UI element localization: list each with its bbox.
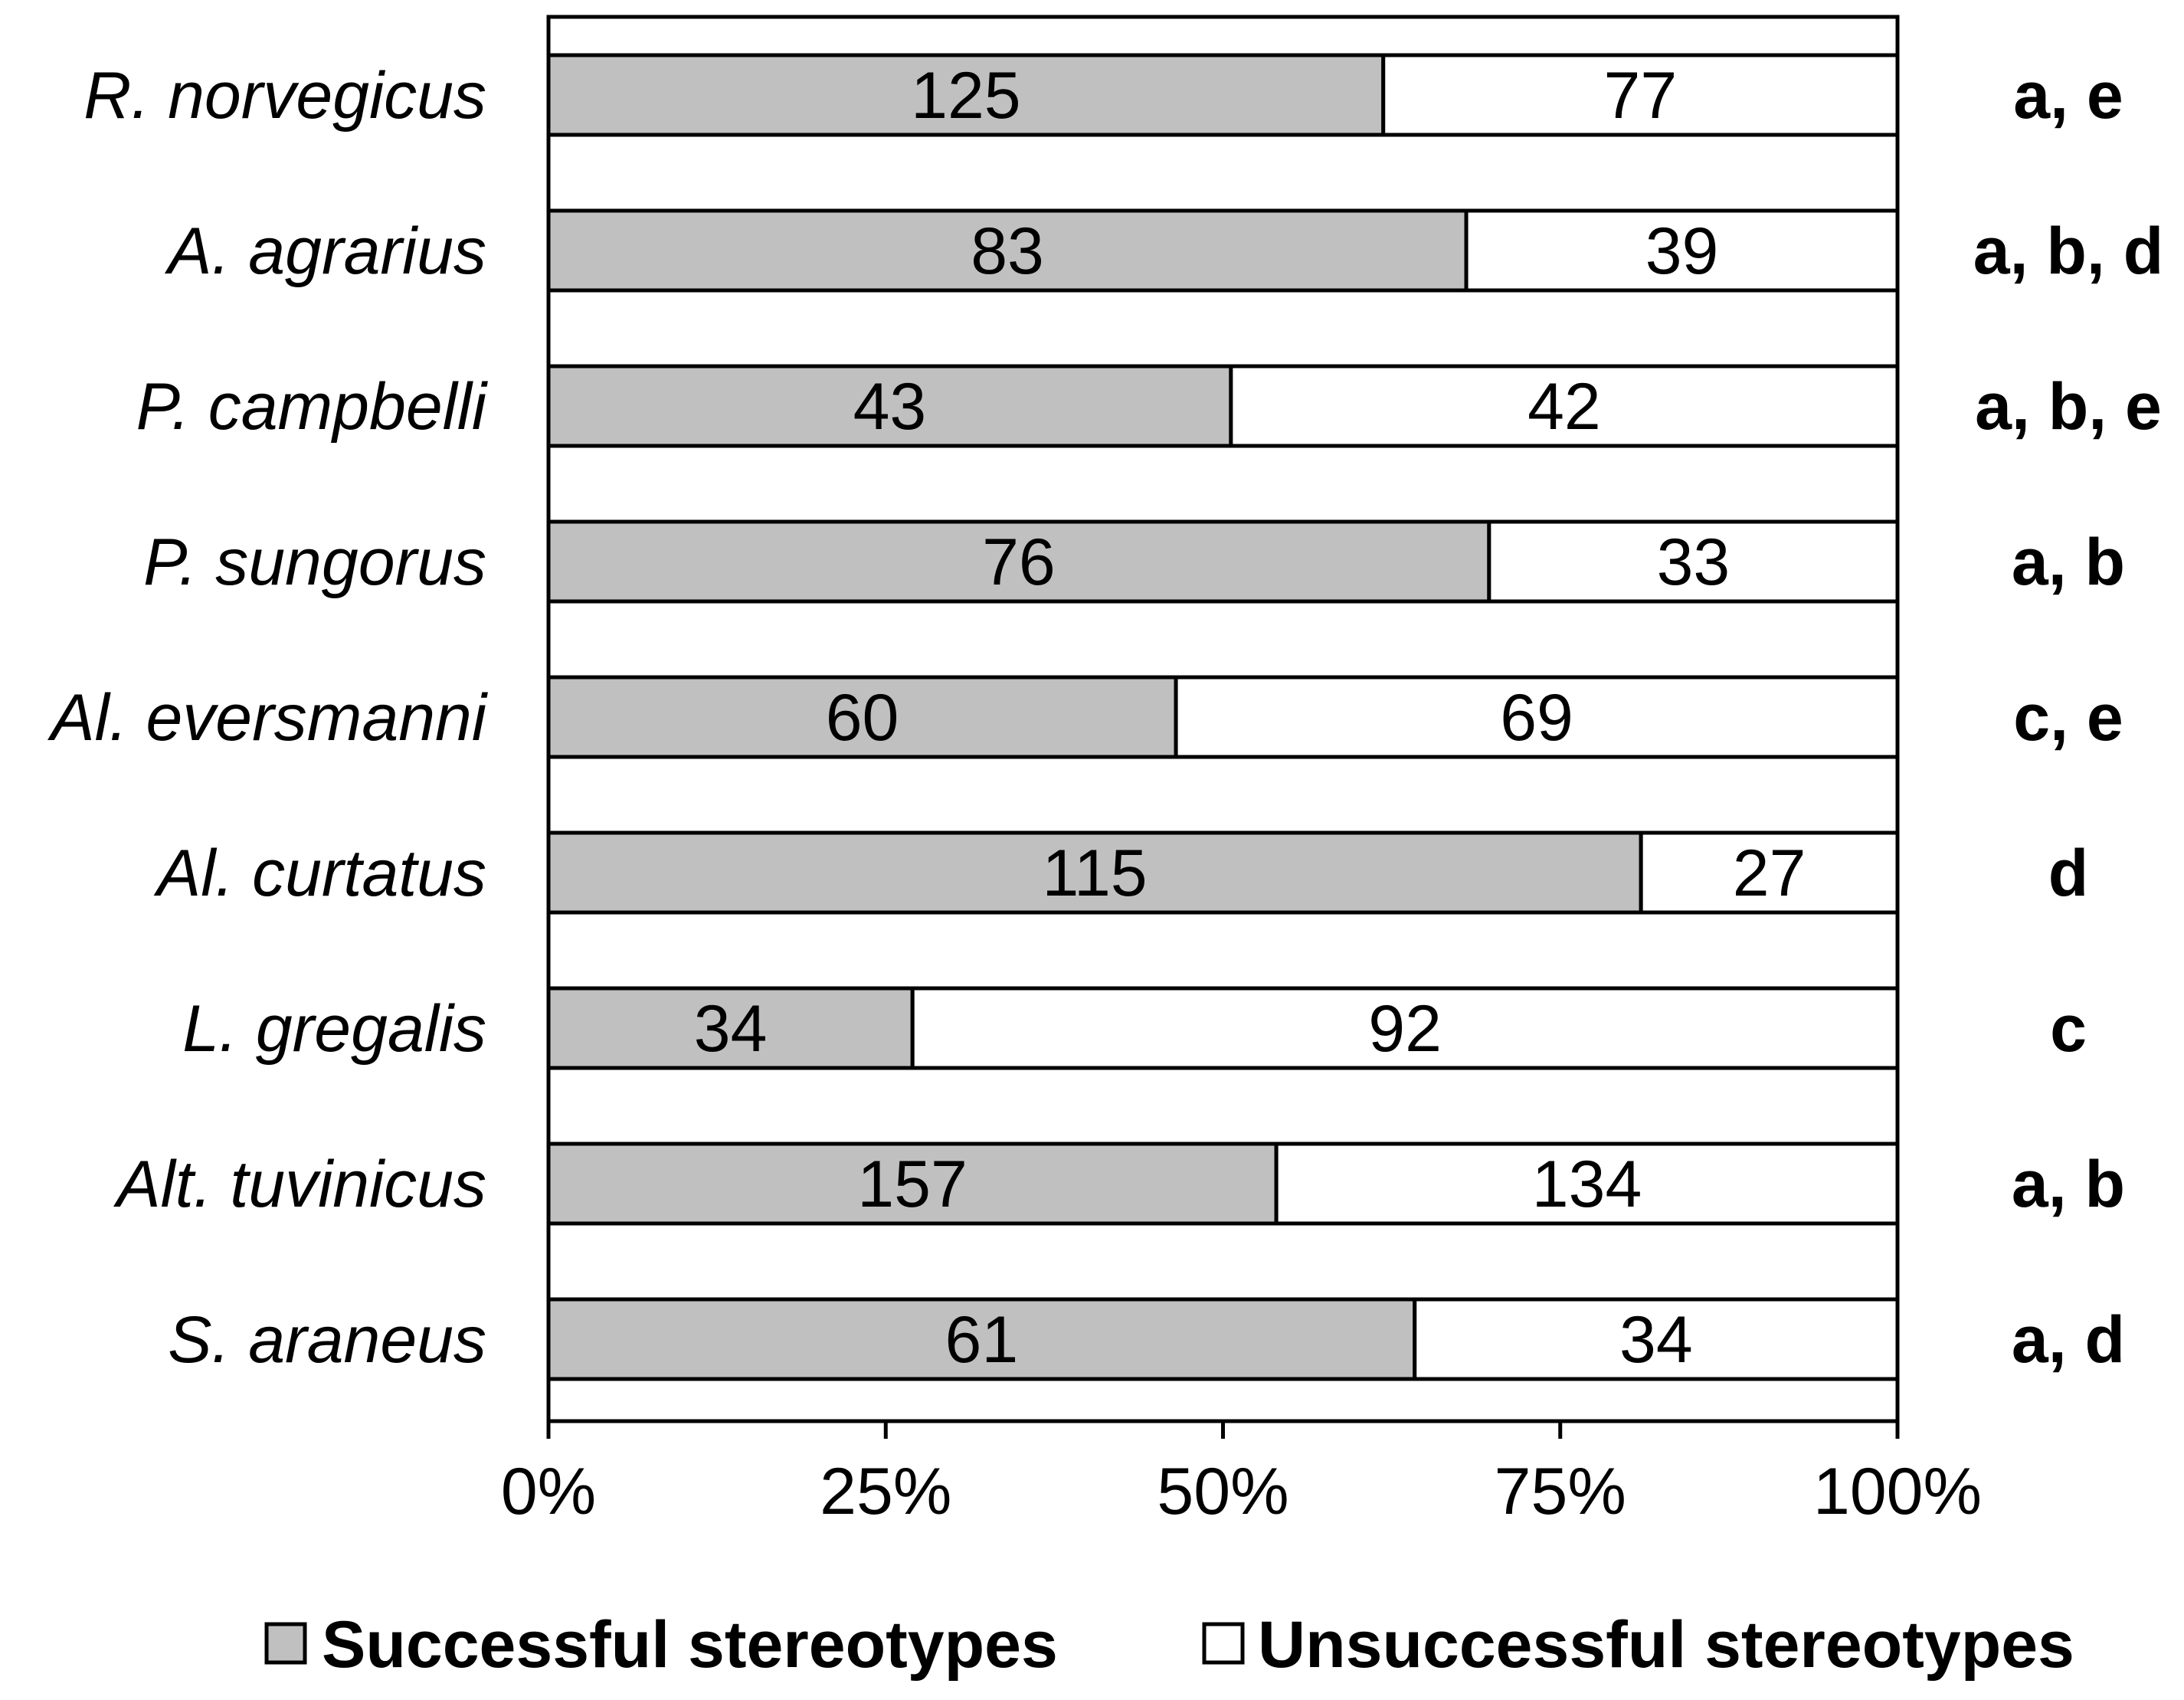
bar-successful: [546, 519, 1491, 604]
bar-successful: [546, 675, 1178, 759]
significance-group-label: c, e: [2013, 681, 2123, 755]
significance-group-label: a, b: [2012, 1148, 2125, 1221]
bar-value-successful: 157: [857, 1148, 968, 1221]
bar-unsuccessful: [1487, 519, 1900, 604]
bar-value-successful: 83: [971, 215, 1044, 288]
bar-successful: [546, 986, 915, 1070]
x-axis: 0% 25% 50% 75% 100%: [501, 1422, 1982, 1528]
significance-group-label: a, b, d: [1973, 215, 2163, 288]
bar-value-successful: 61: [945, 1303, 1019, 1377]
bar-value-successful: 60: [826, 681, 899, 755]
bar-successful: [546, 830, 1643, 915]
bar-value-unsuccessful: 69: [1500, 681, 1573, 755]
x-tick-label: 75%: [1495, 1455, 1626, 1528]
significance-group-label: a, d: [2012, 1303, 2125, 1377]
bar-value-unsuccessful: 34: [1619, 1303, 1693, 1377]
bar-unsuccessful: [1274, 1142, 1900, 1226]
significance-group-label: c: [2050, 992, 2087, 1066]
x-tick-label: 50%: [1157, 1455, 1288, 1528]
category-label: P. campbelli: [136, 370, 489, 444]
category-label: R. norvegicus: [83, 59, 486, 133]
bar-value-successful: 43: [853, 370, 927, 444]
bar-value-unsuccessful: 27: [1733, 837, 1806, 910]
bar-value-successful: 34: [694, 992, 768, 1066]
bar-value-unsuccessful: 39: [1645, 215, 1719, 288]
legend-swatch-unsuccessful: [1202, 1622, 1245, 1665]
significance-group-label: a, b, e: [1975, 370, 2162, 444]
category-label: S. araneus: [168, 1303, 486, 1377]
significance-group-label: d: [2048, 837, 2089, 910]
legend: Successful stereotypes Unsuccessful ster…: [264, 1608, 2074, 1682]
bar-value-unsuccessful: 77: [1604, 59, 1678, 133]
x-tick-label: 0%: [501, 1455, 596, 1528]
bar-value-successful: 76: [982, 526, 1056, 599]
bar-successful: [546, 364, 1233, 448]
significance-group-label: a, e: [2013, 59, 2123, 133]
bar-unsuccessful: [1381, 53, 1900, 137]
category-label: A. agrarius: [164, 215, 486, 288]
significance-group-labels: a, e a, b, d a, b, e a, b c, e d c a, b a, d: [1973, 59, 2163, 1377]
significance-group-label: a, b: [2012, 526, 2125, 599]
bar-value-successful: 125: [911, 59, 1021, 133]
category-label: Al. eversmanni: [47, 681, 489, 755]
x-tick-label: 25%: [820, 1455, 951, 1528]
bar-value-unsuccessful: 134: [1532, 1148, 1642, 1221]
bar-value-unsuccessful: 33: [1657, 526, 1731, 599]
category-label: Alt. tuvinicus: [113, 1148, 486, 1221]
bar-successful: [546, 53, 1386, 137]
bar-unsuccessful: [1229, 364, 1900, 448]
category-labels: R. norvegicus A. agrarius P. campbelli P. s…: [47, 59, 489, 1377]
bar-unsuccessful: [1464, 208, 1900, 293]
bars-layer: 125 77 83 39 43 42 76 33 60 69 115 27 34 92 157 134 61 34: [546, 53, 1900, 1381]
bar-unsuccessful: [910, 986, 1900, 1070]
bar-unsuccessful: [1413, 1297, 1900, 1381]
bar-unsuccessful: [1174, 675, 1900, 759]
bar-value-unsuccessful: 42: [1527, 370, 1601, 444]
bar-unsuccessful: [1639, 830, 1900, 915]
category-label: P. sungorus: [143, 526, 486, 599]
bar-successful: [546, 1142, 1279, 1226]
x-tick-label: 100%: [1813, 1455, 1982, 1528]
bar-value-unsuccessful: 92: [1368, 992, 1442, 1066]
legend-label-unsuccessful: Unsuccessful stereotypes: [1258, 1608, 2074, 1682]
bar-value-successful: 115: [1043, 837, 1148, 910]
bar-successful: [546, 1297, 1417, 1381]
legend-swatch-successful: [264, 1622, 307, 1665]
category-label: L. gregalis: [182, 992, 486, 1066]
legend-label-successful: Successful stereotypes: [322, 1608, 1058, 1682]
category-label: Al. curtatus: [153, 837, 486, 910]
